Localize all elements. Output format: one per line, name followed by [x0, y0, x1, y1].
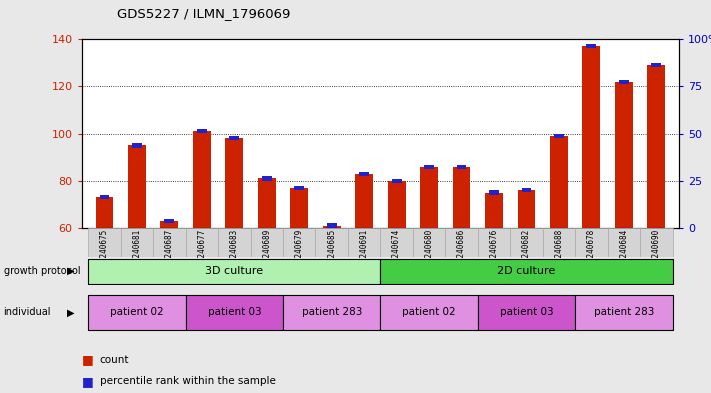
Bar: [161, 221, 178, 228]
Bar: [413, 228, 445, 257]
Bar: [283, 228, 316, 257]
Text: patient 02: patient 02: [402, 307, 456, 318]
Bar: [510, 228, 542, 257]
Bar: [218, 228, 250, 257]
Text: patient 03: patient 03: [208, 307, 261, 318]
Bar: [193, 131, 210, 228]
Bar: [380, 295, 478, 330]
Text: GSM1240686: GSM1240686: [457, 229, 466, 275]
Bar: [95, 197, 114, 228]
Bar: [647, 65, 665, 228]
Bar: [316, 228, 348, 257]
Bar: [424, 165, 434, 169]
Bar: [225, 138, 243, 228]
Bar: [575, 228, 608, 257]
Bar: [250, 228, 283, 257]
Bar: [445, 228, 478, 257]
Text: patient 283: patient 283: [301, 307, 362, 318]
Text: GSM1240684: GSM1240684: [619, 229, 629, 275]
Bar: [453, 167, 471, 228]
Text: GSM1240688: GSM1240688: [555, 229, 563, 275]
Bar: [153, 228, 186, 257]
Bar: [550, 136, 568, 228]
Bar: [164, 219, 174, 223]
Bar: [262, 176, 272, 180]
Text: growth protocol: growth protocol: [4, 266, 80, 276]
Text: GSM1240687: GSM1240687: [165, 229, 174, 275]
Bar: [327, 224, 336, 228]
Bar: [518, 190, 535, 228]
Text: GSM1240681: GSM1240681: [132, 229, 141, 275]
Bar: [489, 191, 499, 195]
Text: patient 02: patient 02: [110, 307, 164, 318]
Bar: [587, 44, 597, 48]
Bar: [294, 186, 304, 190]
Bar: [380, 259, 673, 284]
Bar: [359, 172, 369, 176]
Bar: [651, 63, 661, 67]
Text: individual: individual: [4, 307, 51, 318]
Bar: [230, 136, 239, 140]
Text: GSM1240683: GSM1240683: [230, 229, 239, 275]
Text: patient 283: patient 283: [594, 307, 654, 318]
Text: 2D culture: 2D culture: [497, 266, 555, 276]
Bar: [542, 228, 575, 257]
Text: GSM1240678: GSM1240678: [587, 229, 596, 275]
Bar: [387, 181, 405, 228]
Bar: [522, 188, 531, 192]
Bar: [619, 80, 629, 84]
Text: count: count: [100, 354, 129, 365]
Bar: [186, 228, 218, 257]
Bar: [121, 228, 153, 257]
Text: GSM1240689: GSM1240689: [262, 229, 272, 275]
Bar: [478, 295, 575, 330]
Text: percentile rank within the sample: percentile rank within the sample: [100, 376, 275, 386]
Bar: [485, 193, 503, 228]
Bar: [323, 226, 341, 228]
Text: GSM1240680: GSM1240680: [424, 229, 434, 275]
Bar: [478, 228, 510, 257]
Text: ▶: ▶: [67, 307, 75, 318]
Bar: [582, 46, 600, 228]
Bar: [128, 145, 146, 228]
Bar: [575, 295, 673, 330]
Bar: [456, 165, 466, 169]
Bar: [88, 259, 380, 284]
Text: GSM1240691: GSM1240691: [360, 229, 369, 275]
Bar: [356, 174, 373, 228]
Bar: [290, 188, 308, 228]
Bar: [608, 228, 640, 257]
Bar: [88, 295, 186, 330]
Text: GSM1240682: GSM1240682: [522, 229, 531, 275]
Bar: [420, 167, 438, 228]
Bar: [380, 228, 413, 257]
Text: GSM1240674: GSM1240674: [392, 229, 401, 275]
Text: ■: ■: [82, 353, 97, 366]
Text: GSM1240675: GSM1240675: [100, 229, 109, 275]
Bar: [348, 228, 380, 257]
Bar: [554, 134, 564, 138]
Bar: [88, 228, 121, 257]
Text: GSM1240676: GSM1240676: [489, 229, 498, 275]
Bar: [132, 143, 142, 147]
Bar: [258, 178, 276, 228]
Text: GSM1240679: GSM1240679: [295, 229, 304, 275]
Bar: [640, 228, 673, 257]
Bar: [100, 195, 109, 199]
Text: ▶: ▶: [67, 266, 75, 276]
Bar: [186, 295, 283, 330]
Text: GSM1240690: GSM1240690: [652, 229, 661, 275]
Bar: [283, 295, 380, 330]
Text: 3D culture: 3D culture: [205, 266, 263, 276]
Text: ■: ■: [82, 375, 97, 388]
Text: GDS5227 / ILMN_1796069: GDS5227 / ILMN_1796069: [117, 7, 291, 20]
Bar: [615, 82, 633, 228]
Text: GSM1240677: GSM1240677: [198, 229, 206, 275]
Bar: [392, 179, 402, 183]
Text: patient 03: patient 03: [500, 307, 553, 318]
Text: GSM1240685: GSM1240685: [327, 229, 336, 275]
Bar: [197, 129, 207, 133]
